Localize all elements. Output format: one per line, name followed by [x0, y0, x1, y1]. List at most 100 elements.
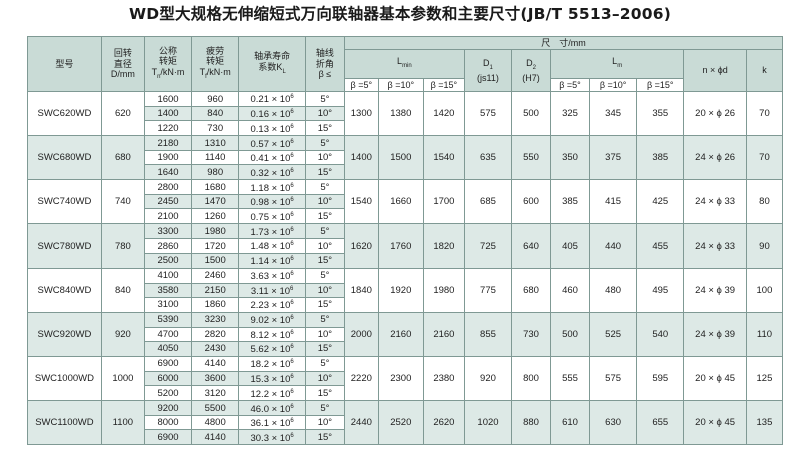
table-row: SWC680WD 680 2180 1310 0.57 × 106 5° 1400 1500 1… — [27, 135, 784, 181]
table-row: 3100 1860 2.23 × 106 15° — [28, 296, 783, 313]
cell-bearing-life: 0.21 × 106 — [238, 91, 306, 107]
bearing-life-exponent: 6 — [290, 153, 294, 160]
bearing-life-exponent: 6 — [290, 388, 294, 395]
table-row: SWC1100WD 1100 9200 5500 46.0 × 106 5° 2440 252… — [27, 400, 784, 446]
cell-d1: 1020 — [463, 400, 513, 446]
bearing-life-exponent: 6 — [290, 256, 294, 263]
table-row: 6900 4140 30.3 × 106 15° — [28, 429, 783, 446]
table-row: 1900 1140 0.41 × 106 10° — [28, 150, 783, 166]
table-row: SWC780WD 780 3300 1980 1.73 × 106 5° 1620 1760 1… — [27, 223, 784, 269]
cell-fatigue-torque: 1470 — [191, 194, 240, 210]
table-row: SWC1000WD 1000 6900 4140 18.2 × 106 5° 2220 230… — [27, 355, 784, 402]
cell-rotation-diameter: 1000 — [100, 355, 145, 402]
cell-fatigue-torque: 4140 — [191, 355, 240, 372]
bearing-life-exponent: 6 — [290, 211, 294, 218]
cell-model: SWC1100WD — [27, 400, 102, 446]
cell-lmin-beta10: 1380 — [377, 90, 424, 137]
cell-nominal-torque: 4100 — [143, 267, 193, 284]
cell-lm-beta5: 610 — [550, 400, 590, 446]
cell-bearing-life: 1.14 × 106 — [238, 252, 306, 269]
cell-axis-angle: 15° — [304, 120, 345, 137]
cell-rotation-diameter: 1100 — [100, 400, 145, 446]
cell-bearing-life: 18.2 × 106 — [238, 355, 306, 372]
cell-lmin-beta15: 1420 — [422, 90, 465, 137]
table-row: SWC840WD 840 4100 2460 3.63 × 106 5° 1840 1920 1… — [27, 267, 784, 313]
bearing-life-exponent: 6 — [290, 300, 294, 307]
cell-lm-beta10: 345 — [588, 90, 638, 137]
cell-nominal-torque: 1600 — [143, 91, 193, 107]
col-header-rotation-diameter: 回转 直径 D/mm — [100, 36, 145, 92]
bearing-life-value: 0.57 × 10 — [250, 138, 291, 150]
cell-d2: 680 — [511, 267, 552, 313]
cell-lm-beta5: 460 — [550, 267, 590, 313]
cell-lmin-beta5: 1300 — [343, 90, 379, 137]
cell-fatigue-torque: 1140 — [191, 150, 240, 166]
cell-lm-beta15: 455 — [636, 223, 685, 269]
cell-rotation-diameter: 620 — [100, 90, 145, 137]
cell-d1: 685 — [463, 179, 513, 225]
cell-nominal-torque: 1640 — [143, 164, 193, 181]
cell-d1: 635 — [463, 135, 513, 181]
cell-nominal-torque: 3100 — [143, 296, 193, 313]
cell-lm-beta15: 540 — [636, 311, 685, 357]
cell-nominal-torque: 1220 — [143, 120, 193, 137]
cell-lmin-beta10: 2300 — [377, 355, 424, 402]
bearing-life-value: 1.73 × 10 — [250, 227, 291, 239]
cell-k: 125 — [745, 355, 784, 402]
bearing-life-exponent: 6 — [290, 226, 294, 233]
cell-lm-beta15: 495 — [636, 267, 685, 313]
table-row: 3580 2150 3.11 × 106 10° — [28, 282, 783, 298]
table-row: 2500 1500 1.14 × 106 15° — [28, 252, 783, 269]
cell-bearing-life: 9.02 × 106 — [238, 311, 306, 328]
cell-fatigue-torque: 1980 — [191, 223, 240, 240]
cell-rotation-diameter: 680 — [100, 135, 145, 181]
cell-nominal-torque: 6000 — [143, 370, 193, 387]
cell-model: SWC780WD — [27, 223, 102, 269]
table-row: 2860 1720 1.48 × 106 10° — [28, 238, 783, 254]
cell-k: 110 — [745, 311, 784, 357]
cell-lm-beta15: 655 — [636, 400, 685, 446]
bearing-life-value: 0.13 × 10 — [250, 123, 291, 135]
cell-fatigue-torque: 730 — [191, 120, 240, 137]
bearing-life-value: 8.12 × 10 — [250, 329, 291, 341]
cell-lm-beta15: 355 — [636, 90, 685, 137]
cell-rotation-diameter: 780 — [100, 223, 145, 269]
col-header-bolt-holes: n × ϕd — [683, 49, 747, 92]
cell-fatigue-torque: 4140 — [191, 429, 240, 446]
cell-axis-angle: 10° — [304, 282, 345, 298]
cell-lmin-beta5: 1840 — [343, 267, 379, 313]
cell-lmin-beta15: 1700 — [422, 179, 465, 225]
cell-k: 135 — [745, 400, 784, 446]
col-header-lmin-beta10: β =10° — [377, 78, 424, 92]
cell-bearing-life: 30.3 × 106 — [238, 429, 306, 446]
bearing-life-value: 46.0 × 10 — [250, 403, 291, 415]
cell-bolt-holes: 20 × ϕ 45 — [683, 355, 747, 402]
cell-lm-beta5: 555 — [550, 355, 590, 402]
cell-model: SWC620WD — [27, 90, 102, 137]
bearing-life-exponent: 6 — [290, 344, 294, 351]
cell-lmin-beta15: 1980 — [422, 267, 465, 313]
cell-bearing-life: 0.75 × 106 — [238, 208, 306, 225]
cell-fatigue-torque: 1720 — [191, 238, 240, 254]
cell-fatigue-torque: 3120 — [191, 385, 240, 402]
cell-axis-angle: 5° — [304, 179, 345, 196]
cell-axis-angle: 15° — [304, 208, 345, 225]
cell-bearing-life: 0.57 × 106 — [238, 135, 306, 152]
col-header-dimensions: 尺 寸/mm — [343, 36, 784, 50]
cell-bearing-life: 2.23 × 106 — [238, 296, 306, 313]
cell-axis-angle: 10° — [304, 194, 345, 210]
cell-lmin-beta10: 1660 — [377, 179, 424, 225]
bearing-life-value: 3.11 × 10 — [250, 285, 291, 297]
bearing-life-value: 30.3 × 10 — [250, 432, 291, 444]
cell-nominal-torque: 4050 — [143, 340, 193, 357]
bearing-life-exponent: 6 — [290, 271, 294, 278]
cell-rotation-diameter: 840 — [100, 267, 145, 313]
cell-bolt-holes: 24 × ϕ 33 — [683, 223, 747, 269]
col-header-lmin-beta15: β =15° — [422, 78, 465, 92]
cell-model: SWC840WD — [27, 267, 102, 313]
cell-d2: 550 — [511, 135, 552, 181]
cell-nominal-torque: 1400 — [143, 105, 193, 122]
bearing-life-exponent: 6 — [290, 94, 294, 101]
cell-fatigue-torque: 2150 — [191, 282, 240, 298]
cell-lm-beta10: 480 — [588, 267, 638, 313]
